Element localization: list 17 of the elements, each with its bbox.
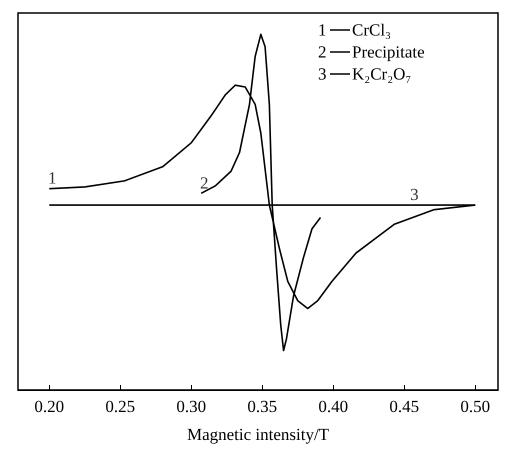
- text: 2: [318, 42, 326, 62]
- x-tick-label: 0.50: [460, 397, 490, 416]
- x-tick-label: 0.20: [34, 397, 64, 416]
- x-tick-label: 0.40: [318, 397, 348, 416]
- x-tick-label: 0.25: [105, 397, 136, 416]
- x-axis-title: Magnetic intensity/T: [186, 425, 330, 444]
- x-tick-label: 0.45: [389, 397, 420, 416]
- x-tick-label: 0.30: [176, 397, 206, 416]
- legend-label: CrCl₃: [352, 20, 392, 40]
- x-tick-label: 0.35: [247, 397, 278, 416]
- annotation: 1: [48, 168, 56, 188]
- text: 1: [318, 20, 326, 40]
- legend-label: K₂Cr₂O₇: [352, 64, 412, 84]
- text: 3: [318, 64, 326, 84]
- annotation: 3: [410, 185, 419, 204]
- legend-label: Precipitate: [352, 42, 425, 62]
- annotation: 2: [200, 173, 208, 192]
